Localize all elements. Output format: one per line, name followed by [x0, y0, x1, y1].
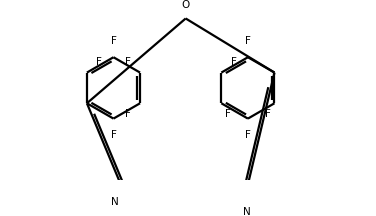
Text: F: F [245, 36, 251, 46]
Text: F: F [125, 57, 131, 67]
Text: F: F [96, 57, 102, 67]
Text: F: F [125, 108, 131, 119]
Text: F: F [265, 108, 271, 119]
Text: N: N [111, 197, 119, 206]
Text: F: F [111, 130, 117, 140]
Text: F: F [111, 36, 117, 46]
Text: F: F [225, 108, 231, 119]
Text: F: F [245, 130, 251, 140]
Text: N: N [243, 207, 251, 216]
Text: F: F [231, 57, 237, 67]
Text: O: O [182, 0, 190, 10]
